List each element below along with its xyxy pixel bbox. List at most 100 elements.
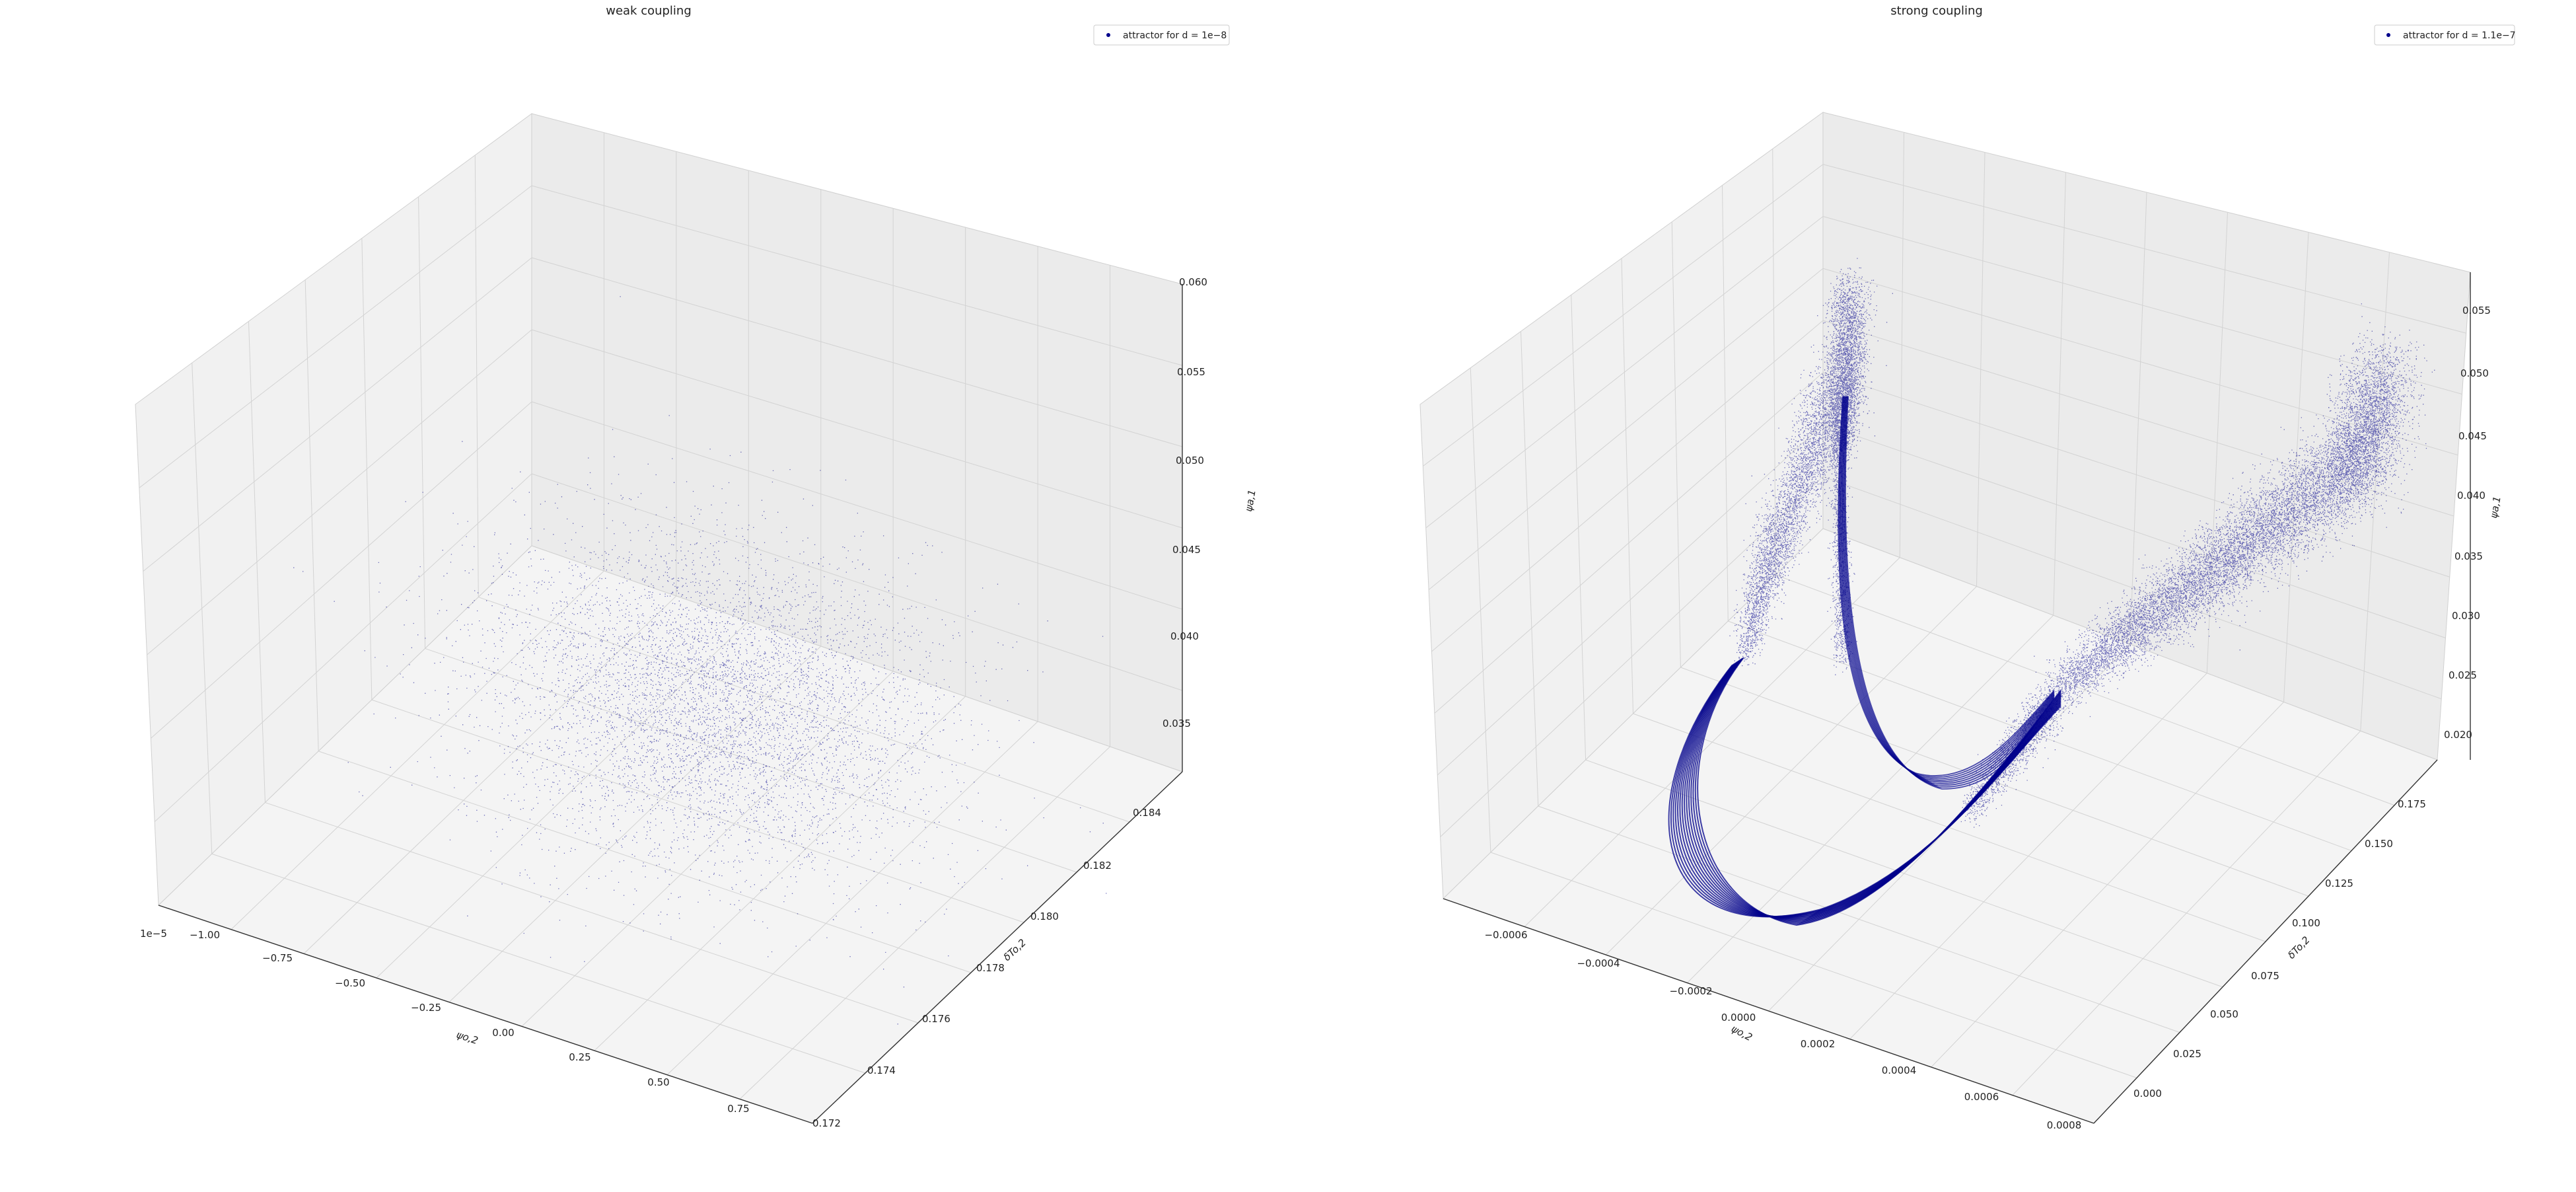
- left-y-tick: 0.174: [867, 1064, 896, 1076]
- grid-line: [303, 595, 677, 954]
- grid-line: [143, 257, 532, 572]
- grid-line: [531, 257, 1183, 447]
- right-legend-label: attractor for d = 1.1e−7: [2403, 30, 2516, 41]
- grid-line: [1671, 221, 1681, 668]
- left-x-axis-label: ψo,2: [455, 1029, 480, 1047]
- left-x-offset-text: 1e−5: [140, 928, 167, 940]
- grid-line: [304, 279, 319, 751]
- grid-line: [1772, 149, 1776, 576]
- left-x-tick: 0.00: [492, 1027, 514, 1039]
- grid-line: [448, 646, 822, 1003]
- left-x-ticks: −1.00 −0.75 −0.50 −0.25 0.00 0.25 0.50 0…: [190, 929, 750, 1115]
- right-legend-box: [2374, 24, 2515, 46]
- left-legend-box: [1093, 24, 1230, 46]
- right-legend-marker: [2386, 33, 2390, 37]
- grid-line: [1687, 615, 2054, 983]
- grid-line: [192, 363, 213, 854]
- orbit-band: [1845, 396, 2055, 790]
- grid-line: [1849, 673, 2207, 1039]
- grid-line: [361, 238, 373, 700]
- right-y-ticks: 0.000 0.025 0.050 0.075 0.100 0.125 0.15…: [2133, 798, 2426, 1099]
- grid-line: [376, 620, 749, 979]
- right-y-tick: 0.125: [2325, 877, 2353, 889]
- grid-line: [265, 802, 919, 1024]
- grid-line: [1470, 367, 1491, 853]
- grid-line: [474, 155, 479, 597]
- grid-line: [2129, 192, 2147, 645]
- right-z-tick: 0.045: [2458, 430, 2487, 442]
- right-z-tick: 0.055: [2462, 305, 2491, 317]
- left-y-ticks: 0.172 0.174 0.176 0.178 0.180 0.182 0.18…: [812, 807, 1161, 1129]
- strong-coupling-points: [1729, 258, 2435, 828]
- left-y-tick: 0.184: [1133, 807, 1161, 819]
- left-z-tick: 0.035: [1163, 718, 1191, 729]
- right-z-axis-label: ψa,1: [2487, 496, 2503, 519]
- strong-coupling-scatter: [1668, 258, 2435, 926]
- weak-coupling-points: [293, 296, 1107, 1025]
- grid-line: [531, 401, 1183, 610]
- right-x-axis-line: [1443, 898, 2094, 1124]
- grid-line: [666, 721, 1038, 1076]
- left-x-tick: −1.00: [190, 929, 220, 941]
- grid-line: [478, 597, 1130, 823]
- right-x-tick: 0.0006: [1964, 1091, 1999, 1103]
- grid-line: [2012, 730, 2361, 1096]
- right-x-tick: 0.0008: [2047, 1119, 2082, 1131]
- right-z-tick: 0.020: [2444, 729, 2472, 741]
- grid-line: [531, 329, 1183, 529]
- right-z-tick: 0.035: [2454, 550, 2483, 562]
- right-z-tick: 0.050: [2460, 367, 2489, 379]
- grid-line: [154, 473, 532, 823]
- left-x-tick: 0.50: [647, 1076, 669, 1088]
- right-y-tick: 0.075: [2251, 970, 2279, 982]
- grid-line: [739, 746, 1110, 1099]
- grid-line: [531, 473, 1183, 691]
- grid-line: [1931, 702, 2284, 1068]
- left-y-tick: 0.176: [922, 1013, 950, 1025]
- grid-line: [139, 185, 532, 488]
- left-legend-marker: [1106, 33, 1110, 37]
- grid-line: [1621, 258, 1633, 714]
- left-y-tick: 0.180: [1030, 911, 1059, 922]
- grid-line: [425, 648, 1077, 873]
- left-x-tick: −0.75: [262, 952, 293, 964]
- grid-line: [1571, 295, 1587, 761]
- right-z-tick: 0.025: [2449, 669, 2477, 681]
- left-z-axis-label: ψa,1: [1242, 489, 1258, 513]
- right-z-tick: 0.030: [2452, 610, 2480, 622]
- grid-line: [531, 185, 1183, 366]
- grid-line: [1899, 132, 1904, 558]
- right-x-tick: 0.0004: [1882, 1064, 1917, 1076]
- strong-coupling-title: strong coupling: [1890, 4, 1983, 18]
- right-x-tick: −0.0006: [1484, 929, 1527, 941]
- grid-line: [2206, 212, 2228, 673]
- right-x-axis-label: ψo,2: [1729, 1023, 1754, 1044]
- right-z-ticks: 0.020 0.025 0.030 0.035 0.040 0.045 0.05…: [2444, 305, 2491, 741]
- right-x-ticks: −0.0006 −0.0004 −0.0002 0.0000 0.0002 0.…: [1484, 929, 2081, 1131]
- left-x-tick: −0.25: [411, 1002, 441, 1014]
- right-y-tick: 0.000: [2133, 1088, 2162, 1099]
- grid-line: [151, 401, 532, 739]
- left-y-axis-line: [812, 771, 1183, 1124]
- grid-line: [2053, 172, 2066, 616]
- left-grid: [139, 132, 1183, 1099]
- right-y-tick: 0.175: [2398, 798, 2426, 810]
- weak-coupling-scatter: [293, 296, 1107, 1025]
- grid-line: [248, 321, 266, 803]
- left-z-tick: 0.050: [1176, 455, 1204, 466]
- left-x-axis-line: [158, 905, 813, 1124]
- grid-line: [1521, 331, 1539, 807]
- right-y-tick: 0.150: [2365, 838, 2393, 850]
- left-x-tick: −0.50: [335, 977, 365, 989]
- left-y-tick: 0.178: [976, 962, 1005, 974]
- right-grid: [1423, 132, 2466, 1096]
- right-y-axis-label: δTo,2: [2285, 934, 2312, 961]
- left-z-tick: 0.060: [1179, 276, 1207, 288]
- left-z-tick: 0.040: [1170, 630, 1199, 642]
- grid-line: [1722, 185, 1729, 622]
- left-y-tick: 0.182: [1083, 860, 1112, 872]
- grid-line: [1605, 586, 1977, 955]
- right-x-tick: −0.0002: [1669, 985, 1712, 997]
